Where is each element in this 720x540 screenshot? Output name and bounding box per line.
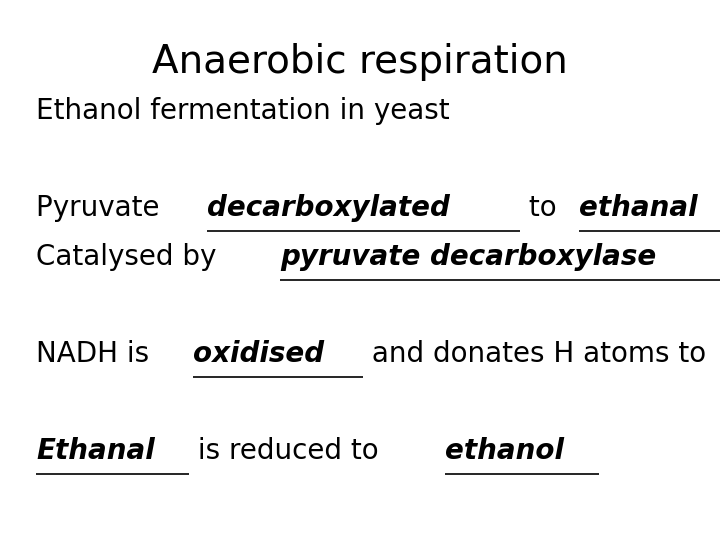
Text: decarboxylated: decarboxylated [207,194,450,222]
Text: Ethanol fermentation in yeast: Ethanol fermentation in yeast [36,97,449,125]
Text: NADH is: NADH is [36,340,158,368]
Text: ethanal: ethanal [579,194,698,222]
Text: pyruvate decarboxylase: pyruvate decarboxylase [280,242,657,271]
Text: Pyruvate: Pyruvate [36,194,168,222]
Text: to: to [520,194,566,222]
Text: oxidised: oxidised [194,340,325,368]
Text: is reduced to: is reduced to [189,437,388,465]
Text: Anaerobic respiration: Anaerobic respiration [152,43,568,81]
Text: and donates H atoms to: and donates H atoms to [363,340,715,368]
Text: Catalysed by: Catalysed by [36,242,225,271]
Text: Ethanal: Ethanal [36,437,155,465]
Text: ethanol: ethanol [446,437,564,465]
